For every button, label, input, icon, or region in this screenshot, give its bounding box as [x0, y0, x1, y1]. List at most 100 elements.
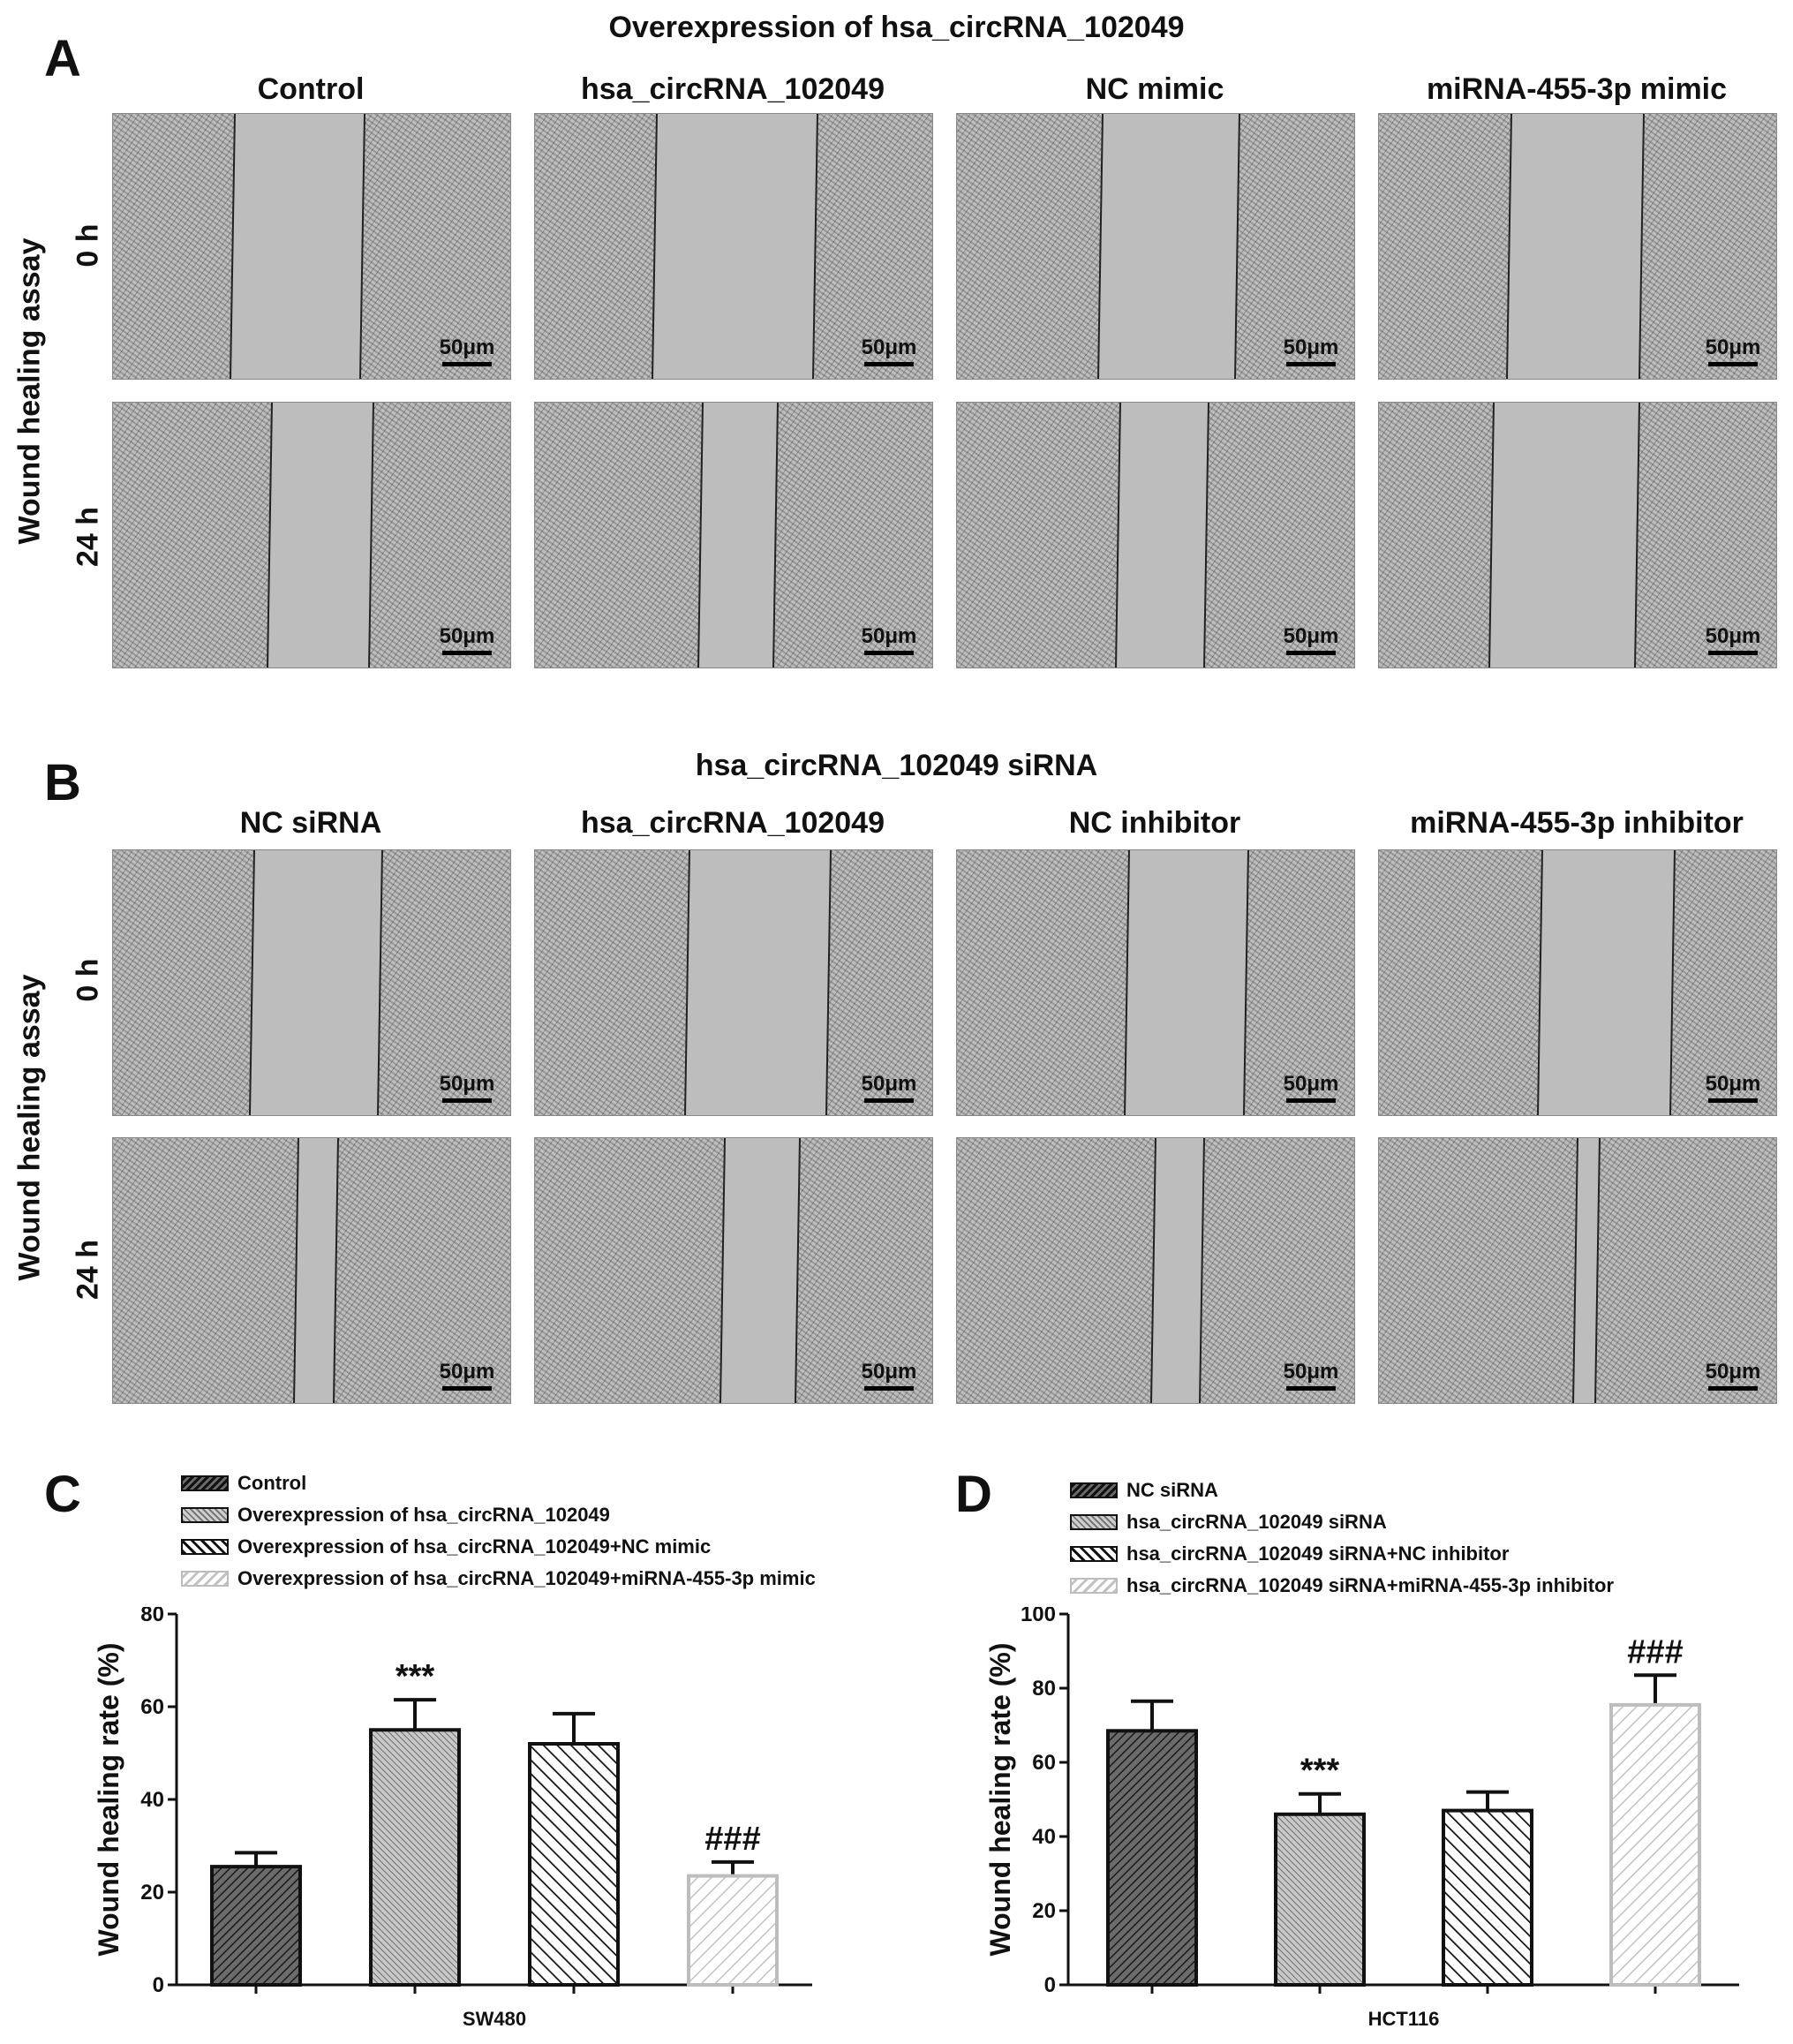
panel-a-image-control-24h: 50μm	[112, 402, 511, 668]
panel-d-chart-svg: 0 20 40 60 80 100 *** ### HCT116 Wound healing ra…	[984, 1603, 1739, 2030]
wound-gap	[1537, 850, 1676, 1115]
scale-bar-line	[864, 362, 914, 366]
wound-gap	[719, 1138, 801, 1403]
scale-bar-line	[442, 651, 492, 655]
scale-bar-label: 50μm	[1283, 1072, 1339, 1096]
scale-bar: 50μm	[1280, 626, 1342, 655]
legend-swatch	[181, 1475, 229, 1491]
panel-b-image-nc-sirna-0h: 50μm	[112, 849, 511, 1116]
panel-b-image-nc-inhibitor-0h: 50μm	[956, 849, 1355, 1116]
panel-b-col-header-mirna-inhibitor: miRNA-455-3p inhibitor	[1410, 806, 1744, 840]
panel-a-title: Overexpression of hsa_circRNA_102049	[608, 11, 1185, 44]
panel-a-letter: A	[44, 30, 81, 87]
y-tick-label: 20	[140, 1881, 164, 1904]
scale-bar-label: 50μm	[439, 336, 495, 359]
legend-swatch	[1070, 1482, 1118, 1498]
bar	[1609, 1702, 1701, 1987]
scale-bar: 50μm	[436, 337, 498, 366]
panel-c-chart-svg: 0 20 40 60 80 *** ### SW480 Wound healing rate (…	[93, 1603, 812, 2030]
wound-gap	[684, 850, 832, 1115]
panel-c-letter: C	[44, 1466, 81, 1523]
scale-bar: 50μm	[1702, 1361, 1764, 1391]
panel-b-col-header-nc-sirna: NC siRNA	[239, 806, 382, 840]
panel-a-row-label-0h: 0 h	[71, 223, 105, 268]
y-tick-label: 0	[1044, 1973, 1056, 1997]
legend-label: Overexpression of hsa_circRNA_102049+NC …	[237, 1535, 712, 1558]
panel-b-letter: B	[44, 754, 81, 811]
panel-a-image-nc-mimic-24h: 50μm	[956, 402, 1355, 668]
scale-bar-line	[442, 1098, 492, 1103]
scale-bar-label: 50μm	[1705, 624, 1761, 648]
panel-b-row-axis-label: Wound healing assay	[12, 974, 47, 1281]
panel-b-image-nc-sirna-24h: 50μm	[112, 1137, 511, 1404]
scale-bar-label: 50μm	[1705, 1072, 1761, 1096]
significance-label: ***	[1300, 1753, 1340, 1790]
panel-d-legend: NC siRNA hsa_circRNA_102049 siRNA hsa_ci…	[1070, 1475, 1614, 1602]
scale-bar-label: 50μm	[861, 624, 917, 648]
panel-b-image-mirna-inhibitor-0h: 50μm	[1378, 849, 1777, 1116]
panel-a-image-control-0h: 50μm	[112, 113, 511, 380]
legend-label: Control	[237, 1472, 307, 1494]
legend-swatch	[1070, 1546, 1118, 1562]
legend-item: Overexpression of hsa_circRNA_102049+NC …	[181, 1531, 816, 1563]
y-axis-label: Wound healing rate (%)	[984, 1643, 1016, 1957]
legend-item: Control	[181, 1467, 816, 1499]
panel-b-image-nc-inhibitor-24h: 50μm	[956, 1137, 1355, 1404]
scale-bar-line	[1286, 1098, 1336, 1103]
panel-a-image-circrna-24h: 50μm	[534, 402, 933, 668]
panel-b-row-label-0h: 0 h	[71, 958, 105, 1002]
scale-bar-label: 50μm	[1705, 1360, 1761, 1384]
x-axis-label: HCT116	[1368, 2008, 1440, 2030]
significance-label: ###	[1627, 1633, 1683, 1671]
wound-gap	[652, 114, 818, 379]
panel-a-col-header-circrna: hsa_circRNA_102049	[580, 72, 885, 106]
scale-bar: 50μm	[436, 1074, 498, 1103]
legend-swatch	[181, 1539, 229, 1555]
panel-b-image-mirna-inhibitor-24h: 50μm	[1378, 1137, 1777, 1404]
scale-bar-line	[442, 1386, 492, 1391]
panel-b-image-circrna-0h: 50μm	[534, 849, 933, 1116]
bar	[369, 1728, 461, 1987]
scale-bar-label: 50μm	[439, 1072, 495, 1096]
legend-swatch	[181, 1507, 229, 1523]
scale-bar: 50μm	[858, 337, 920, 366]
bar	[1274, 1812, 1366, 1987]
panel-c-legend: Control Overexpression of hsa_circRNA_10…	[181, 1467, 816, 1595]
panel-b-col-header-nc-inhibitor: NC inhibitor	[1068, 806, 1241, 840]
significance-label: ***	[396, 1658, 435, 1695]
y-tick-label: 80	[1032, 1677, 1056, 1701]
panel-a-col-header-control: Control	[257, 72, 365, 106]
significance-label: ###	[704, 1821, 760, 1858]
wound-gap	[267, 403, 374, 668]
legend-label: NC siRNA	[1126, 1479, 1218, 1501]
scale-bar-line	[442, 362, 492, 366]
scale-bar-line	[1286, 362, 1336, 366]
scale-bar-label: 50μm	[1705, 336, 1761, 359]
y-axis-label: Wound healing rate (%)	[93, 1643, 124, 1957]
scale-bar-line	[1286, 1386, 1336, 1391]
legend-item: NC siRNA	[1070, 1475, 1614, 1506]
y-tick-label: 0	[153, 1973, 164, 1997]
legend-label: hsa_circRNA_102049 siRNA+miRNA-455-3p in…	[1126, 1574, 1615, 1596]
y-tick-label: 40	[1032, 1825, 1056, 1849]
panel-b-image-circrna-24h: 50μm	[534, 1137, 933, 1404]
scale-bar-line	[864, 1098, 914, 1103]
panel-a-image-mirna-mimic-0h: 50μm	[1378, 113, 1777, 380]
y-tick-label: 60	[140, 1695, 164, 1719]
legend-item: hsa_circRNA_102049 siRNA+miRNA-455-3p in…	[1070, 1570, 1614, 1602]
y-tick-label: 20	[1032, 1899, 1056, 1923]
wound-gap	[230, 114, 365, 379]
bar	[687, 1874, 779, 1987]
scale-bar: 50μm	[858, 626, 920, 655]
scale-bar-label: 50μm	[861, 1072, 917, 1096]
panel-a-col-header-nc-mimic: NC mimic	[1085, 72, 1224, 106]
scale-bar-line	[864, 651, 914, 655]
scale-bar-label: 50μm	[861, 336, 917, 359]
scale-bar: 50μm	[1280, 337, 1342, 366]
panel-b-col-header-circrna: hsa_circRNA_102049	[580, 806, 885, 840]
scale-bar: 50μm	[1702, 337, 1764, 366]
legend-item: hsa_circRNA_102049 siRNA	[1070, 1506, 1614, 1538]
panel-b-row-label-24h: 24 h	[71, 1239, 105, 1301]
scale-bar-line	[1708, 362, 1758, 366]
scale-bar: 50μm	[1280, 1074, 1342, 1103]
